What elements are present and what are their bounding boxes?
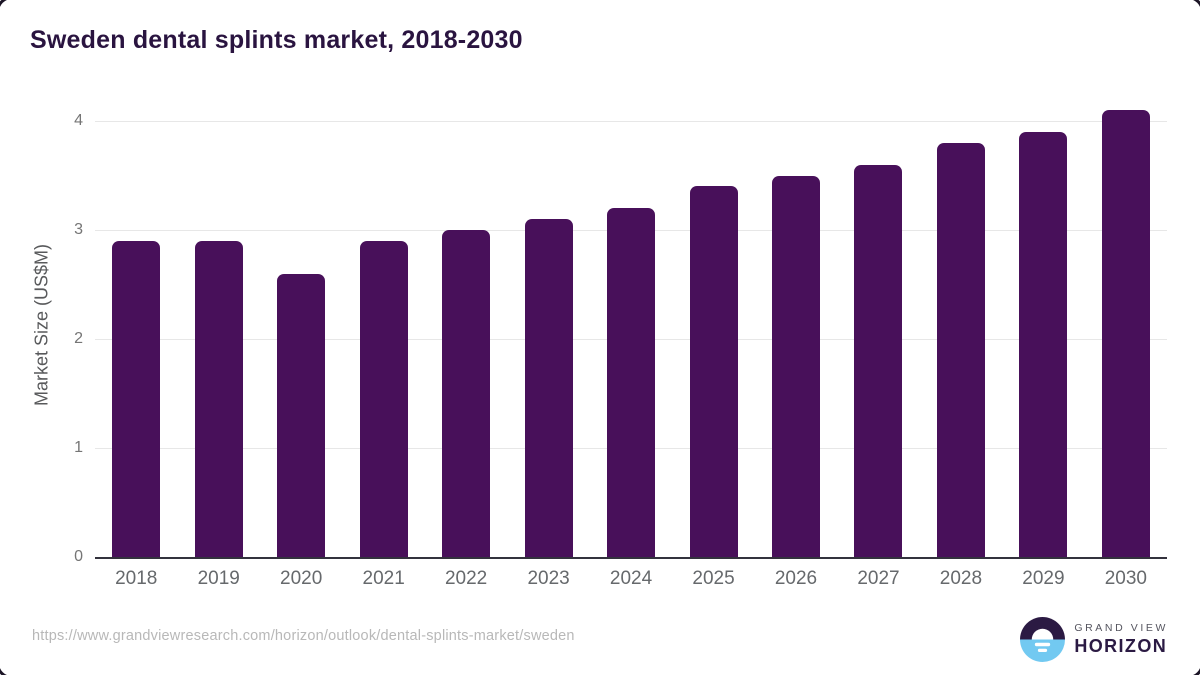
bar-2021[interactable] xyxy=(359,240,408,557)
y-axis-title-label: Market Size (US$M) xyxy=(31,243,52,407)
bar-slot-2024 xyxy=(590,99,672,557)
bar-2023[interactable] xyxy=(524,219,573,557)
bar-2026[interactable] xyxy=(771,175,820,557)
bar-slot-2018 xyxy=(95,99,177,557)
bar-slot-2023 xyxy=(507,99,589,557)
x-label-2026: 2026 xyxy=(774,568,818,589)
x-label-2023: 2023 xyxy=(527,568,570,589)
y-tick-label-0: 0 xyxy=(74,548,83,565)
bar-slot-2019 xyxy=(177,99,259,557)
y-tick-label-2: 2 xyxy=(74,330,83,347)
bar-2020[interactable] xyxy=(277,273,326,557)
bar-2024[interactable] xyxy=(607,208,656,557)
bar-2027[interactable] xyxy=(854,164,903,557)
bar-series xyxy=(95,99,1167,557)
bar-slot-2026 xyxy=(755,99,837,557)
bar-2019[interactable] xyxy=(194,240,243,557)
y-tick-label-3: 3 xyxy=(74,221,83,238)
chart-title: Sweden dental splints market, 2018-2030 xyxy=(30,26,523,54)
x-label-2022: 2022 xyxy=(444,568,488,589)
x-label-2021: 2021 xyxy=(362,568,405,589)
bar-2028[interactable] xyxy=(936,142,985,557)
grand-view-horizon-logo: GRAND VIEW HORIZON xyxy=(1020,617,1168,662)
bar-slot-2020 xyxy=(260,99,342,557)
bar-2029[interactable] xyxy=(1019,131,1068,557)
gridline-y4 xyxy=(95,121,1167,122)
bar-slot-2030 xyxy=(1085,99,1167,557)
x-label-2018: 2018 xyxy=(115,568,158,589)
bar-2025[interactable] xyxy=(689,186,738,557)
source-url: https://www.grandviewresearch.com/horizo… xyxy=(32,628,575,644)
logo-brand-bottom: HORIZON xyxy=(1074,636,1168,656)
horizon-sun-icon xyxy=(1020,617,1066,662)
bar-slot-2021 xyxy=(342,99,424,557)
bar-slot-2022 xyxy=(425,99,507,557)
y-tick-label-1: 1 xyxy=(74,439,83,456)
x-label-2024: 2024 xyxy=(609,568,653,589)
bar-slot-2027 xyxy=(837,99,919,557)
x-label-2030: 2030 xyxy=(1104,568,1147,589)
logo-brand-top: GRAND VIEW xyxy=(1074,622,1168,634)
x-label-2025: 2025 xyxy=(692,568,735,589)
bar-2018[interactable] xyxy=(112,240,161,557)
y-tick-label-4: 4 xyxy=(74,112,83,129)
x-label-2028: 2028 xyxy=(939,568,983,589)
x-axis-labels: 2018 2019 2020 2021 2022 2023 2024 2025 2026 2027… xyxy=(95,568,1167,590)
plot-area: 0 1 2 3 4 xyxy=(74,99,1167,565)
bar-slot-2028 xyxy=(920,99,1002,557)
bar-2030[interactable] xyxy=(1101,110,1150,557)
bar-slot-2025 xyxy=(672,99,754,557)
x-label-2027: 2027 xyxy=(857,568,900,589)
x-label-2020: 2020 xyxy=(280,568,323,589)
x-label-2029: 2029 xyxy=(1022,568,1065,589)
x-label-2019: 2019 xyxy=(197,568,240,589)
bar-2022[interactable] xyxy=(442,230,491,557)
bar-slot-2029 xyxy=(1002,99,1084,557)
logo-text: GRAND VIEW HORIZON xyxy=(1074,622,1168,657)
